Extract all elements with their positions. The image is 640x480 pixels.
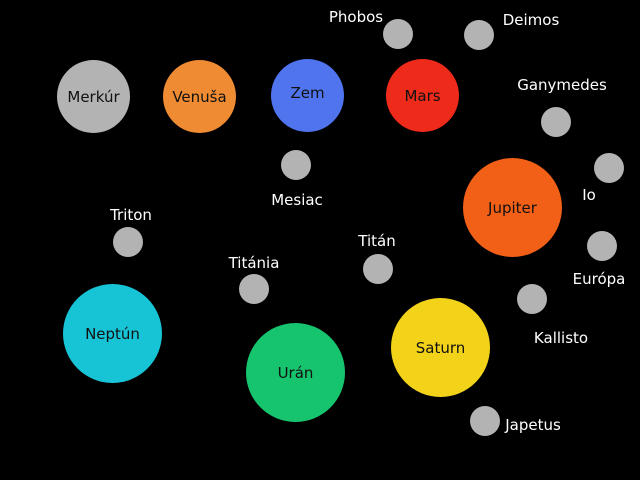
moon-triton — [113, 227, 143, 257]
moon-io — [594, 153, 624, 183]
planet-label: Zem — [290, 83, 325, 102]
planet-venusa: Venuša — [163, 60, 236, 133]
moon-label-io: Io — [582, 186, 596, 204]
moon-label-kallisto: Kallisto — [533, 329, 589, 347]
moon-label-deimos: Deimos — [502, 11, 560, 29]
moon-mesiac — [281, 150, 311, 180]
moon-label-triton: Triton — [110, 206, 152, 224]
moon-phobos — [383, 19, 413, 49]
planet-zem: Zem — [271, 59, 344, 132]
moon-label-japetus: Japetus — [505, 416, 561, 434]
moon-label-mesiac: Mesiac — [271, 191, 323, 209]
planet-mars: Mars — [386, 59, 459, 132]
moon-titania — [239, 274, 269, 304]
planet-label: Urán — [277, 363, 314, 382]
planet-label: Mars — [404, 86, 441, 105]
moon-europa — [587, 231, 617, 261]
planet-saturn: Saturn — [391, 298, 490, 397]
moon-label-phobos: Phobos — [328, 8, 384, 26]
moon-label-titania: Titánia — [228, 254, 280, 272]
planet-label: Neptún — [85, 324, 140, 343]
planet-neptun: Neptún — [63, 284, 162, 383]
moon-kallisto — [517, 284, 547, 314]
planet-jupiter: Jupiter — [463, 158, 562, 257]
moon-japetus — [470, 406, 500, 436]
planet-label: Merkúr — [67, 87, 120, 106]
moon-label-ganymedes: Ganymedes — [517, 76, 607, 94]
moon-label-europa: Európa — [572, 270, 626, 288]
moon-ganymedes — [541, 107, 571, 137]
planet-label: Saturn — [415, 338, 466, 357]
planet-uran: Urán — [246, 323, 345, 422]
moon-deimos — [464, 20, 494, 50]
planet-merkur: Merkúr — [57, 60, 130, 133]
moon-label-titan: Titán — [358, 232, 396, 250]
planet-label: Venuša — [172, 87, 227, 106]
planet-label: Jupiter — [488, 198, 537, 217]
moon-titan — [363, 254, 393, 284]
